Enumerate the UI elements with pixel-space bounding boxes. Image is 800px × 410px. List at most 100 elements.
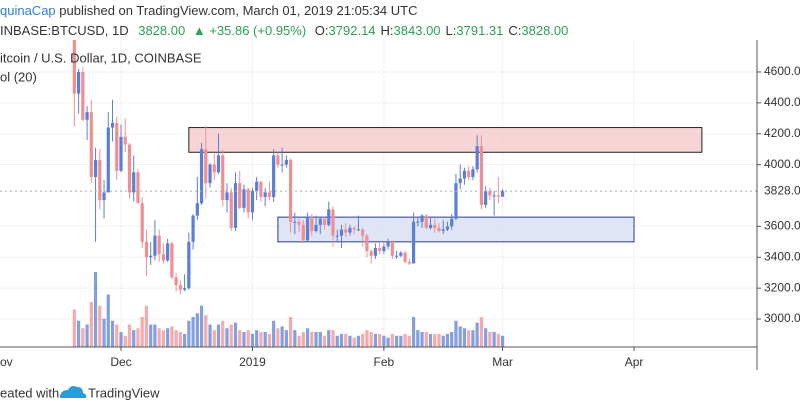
candle-body — [344, 229, 348, 233]
x-tick-label: Dec — [110, 355, 131, 369]
volume-bar — [420, 332, 424, 347]
published: published on TradingView.com, March 01, … — [59, 3, 417, 18]
candle-body — [399, 252, 403, 256]
candle-body — [98, 159, 102, 201]
candle-body — [327, 209, 331, 225]
volume-bar — [484, 328, 488, 347]
volume-bar — [331, 330, 335, 347]
volume-bar — [85, 324, 89, 347]
volume-bar — [416, 330, 420, 347]
candle-body — [420, 215, 424, 222]
brand[interactable]: TradingView — [88, 385, 160, 400]
quote-key: L: — [446, 23, 457, 38]
candle-body — [212, 164, 216, 173]
candle-body — [386, 241, 390, 247]
candle-body — [259, 181, 263, 198]
volume-bar — [238, 330, 242, 347]
candle-body — [280, 164, 284, 166]
candle-body — [416, 221, 420, 223]
candle-body — [310, 217, 314, 232]
volume-bar — [310, 332, 314, 347]
quote-key: C: — [508, 23, 521, 38]
plot-area — [0, 40, 757, 347]
author[interactable]: quinaCap — [0, 3, 56, 18]
volume-bar — [216, 324, 221, 347]
candle-body — [119, 136, 123, 171]
volume-bar — [496, 333, 500, 347]
volume-bar — [399, 335, 403, 347]
candle-body — [102, 192, 106, 201]
volume-bar — [445, 333, 450, 347]
volume-bar — [229, 324, 233, 347]
candle-body — [229, 192, 233, 228]
volume-bar — [301, 332, 305, 347]
footer-text: eated with — [0, 385, 59, 400]
volume-bar — [276, 328, 280, 347]
candle-body — [136, 172, 140, 204]
volume-bar — [136, 328, 140, 347]
candle-body — [488, 190, 492, 196]
volume-bar — [488, 332, 492, 347]
volume-bar — [501, 335, 505, 347]
candle-body — [335, 235, 339, 237]
candle-body — [284, 159, 288, 165]
change: ▲ +35.86 (+0.95%) — [193, 23, 306, 38]
volume-bar — [132, 330, 136, 347]
y-tick-label: 3200.00 — [764, 280, 800, 294]
candle-body — [428, 224, 433, 228]
volume-bar — [242, 332, 246, 347]
volume-bar — [102, 318, 106, 347]
last-price-label: 3828.00 — [764, 183, 800, 197]
candle-body — [501, 191, 505, 197]
volume-bar — [458, 326, 462, 347]
volume-bar — [369, 332, 373, 347]
volume-bar — [212, 330, 216, 347]
candle-body — [331, 209, 335, 236]
y-tick-label: 4000.00 — [764, 157, 800, 171]
candle-body — [445, 226, 450, 230]
axes: 4600.00 4400.00 4200.00 4000.00 3600.00 3400.… — [0, 64, 800, 369]
candle-body — [106, 127, 110, 193]
candle-body — [437, 227, 441, 232]
volume-bar — [187, 320, 191, 347]
candle-body — [496, 195, 500, 197]
legend-main: itcoin / U.S. Dollar, 1D, COINBASE — [0, 50, 202, 65]
candle-body — [81, 71, 85, 120]
candle-body — [403, 252, 407, 262]
volume-bar — [170, 326, 174, 347]
volume-bar — [471, 330, 475, 347]
volume-bar — [390, 333, 394, 347]
volume-bar — [199, 305, 204, 347]
candle-body — [365, 235, 369, 252]
volume-bar — [98, 305, 102, 347]
candle-body — [77, 71, 81, 94]
x-tick-label: 2019 — [239, 355, 266, 369]
volume-bar — [289, 317, 293, 347]
volume-bar — [115, 324, 119, 347]
last-price: 3828.00 — [138, 23, 185, 38]
volume-bar — [174, 330, 178, 347]
volume-bar — [259, 332, 263, 347]
volume-bar — [153, 324, 157, 347]
candle-body — [484, 190, 488, 205]
candle-body — [450, 218, 454, 227]
quote-value: 3843.00 — [394, 23, 441, 38]
quote-line: INBASE:BTCUSD, 1D 3828.00 ▲ +35.86 (+0.9… — [0, 23, 568, 38]
y-tick-label: 3600.00 — [764, 219, 800, 233]
candle-body — [89, 112, 93, 177]
volume-bar — [250, 333, 255, 347]
candle-body — [123, 136, 127, 145]
candle-body — [233, 183, 238, 228]
y-tick-label: 4400.00 — [764, 95, 800, 109]
volume-bar — [335, 335, 339, 347]
candle-body — [267, 192, 271, 198]
candle-body — [318, 218, 322, 225]
volume-bar — [348, 335, 352, 347]
volume-bar — [161, 330, 165, 347]
candle-body — [378, 248, 382, 252]
volume-bar — [119, 332, 123, 347]
candle-body — [93, 159, 98, 177]
candle-body — [149, 255, 153, 258]
volume-bar — [492, 332, 496, 347]
volume-bar — [272, 320, 276, 347]
